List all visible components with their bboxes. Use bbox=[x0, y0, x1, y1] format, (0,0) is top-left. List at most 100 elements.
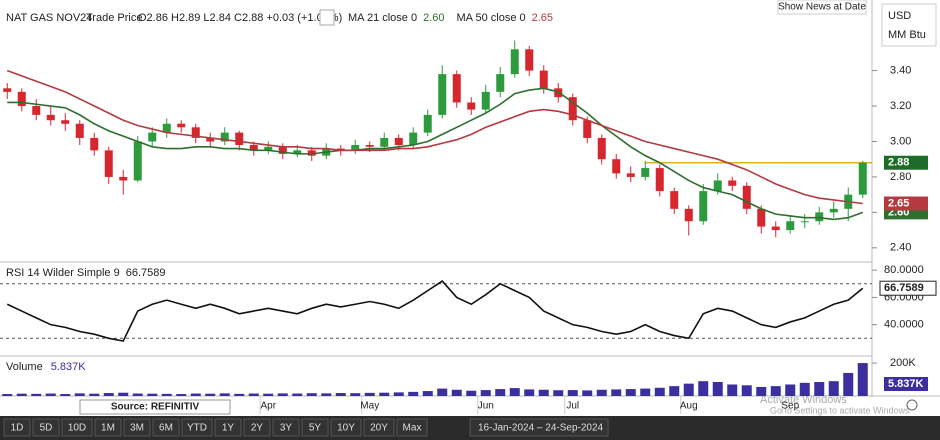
candle-body bbox=[858, 162, 867, 195]
x-tick-label: Apr bbox=[260, 401, 276, 412]
range-button[interactable]: 1M bbox=[94, 418, 122, 437]
candle-body bbox=[90, 137, 99, 151]
range-button[interactable]: 10D bbox=[61, 418, 93, 437]
candle-body bbox=[177, 123, 186, 128]
volume-bar bbox=[828, 381, 839, 396]
volume-bar bbox=[16, 393, 27, 396]
candle-body bbox=[3, 88, 12, 92]
candle-body bbox=[713, 180, 722, 192]
x-tick-label: Jun bbox=[478, 401, 494, 412]
range-button[interactable]: 3Y bbox=[272, 418, 300, 437]
date-range-box[interactable] bbox=[469, 418, 609, 437]
range-button-box bbox=[396, 418, 428, 437]
ohlc: O2.86 H2.89 L2.84 C2.88 +0.03 (+1.05%) bbox=[138, 12, 342, 24]
range-button[interactable]: 5D bbox=[32, 418, 60, 437]
volume-bar bbox=[103, 393, 114, 396]
volume-bar bbox=[712, 382, 723, 396]
volume-bar bbox=[379, 392, 390, 396]
price-badge bbox=[884, 155, 928, 170]
volume-bar bbox=[857, 363, 868, 396]
rsi-badge-label: 66.7589 bbox=[884, 282, 924, 294]
candle-body bbox=[162, 123, 171, 133]
volume-bar bbox=[611, 389, 622, 396]
range-button[interactable]: YTD bbox=[181, 418, 213, 437]
volume-badge bbox=[884, 377, 928, 391]
candle-body bbox=[626, 173, 635, 177]
unit-box[interactable] bbox=[881, 3, 937, 47]
volume-bar bbox=[480, 390, 491, 396]
range-button-box bbox=[330, 418, 362, 437]
range-button-label: YTD bbox=[187, 423, 207, 434]
candle-body bbox=[771, 226, 780, 231]
range-button[interactable]: 5Y bbox=[301, 418, 329, 437]
volume-bar bbox=[408, 391, 419, 396]
volume-bar bbox=[640, 388, 651, 396]
volume-bar bbox=[321, 393, 332, 396]
volume-bar bbox=[727, 384, 738, 396]
x-tick-label: Jul bbox=[566, 401, 579, 412]
rsi-tick-label: 40.0000 bbox=[884, 319, 924, 331]
volume-bar bbox=[843, 372, 854, 396]
range-button-box bbox=[181, 418, 213, 437]
range-button[interactable]: 6M bbox=[152, 418, 180, 437]
range-button[interactable]: 3M bbox=[123, 418, 151, 437]
range-button-box bbox=[301, 418, 329, 437]
volume-bar bbox=[31, 393, 42, 396]
range-button-box bbox=[214, 418, 242, 437]
candle-body bbox=[264, 146, 273, 151]
y-tick-label: 3.40 bbox=[890, 64, 911, 76]
candle-body bbox=[278, 146, 287, 154]
range-button[interactable]: Max bbox=[396, 418, 428, 437]
range-button-label: 6M bbox=[159, 423, 173, 434]
legend-name: MA 21 close 0 bbox=[348, 12, 417, 24]
range-button-box bbox=[123, 418, 151, 437]
volume-bar bbox=[89, 393, 100, 396]
volume-bar bbox=[393, 392, 404, 396]
range-button-label: 1Y bbox=[222, 423, 235, 434]
candle-body bbox=[815, 212, 824, 222]
range-button-box bbox=[152, 418, 180, 437]
volume-bar bbox=[437, 388, 448, 396]
candle-body bbox=[786, 221, 795, 231]
volume-bar bbox=[205, 393, 216, 396]
y-tick-label: 2.80 bbox=[890, 171, 911, 183]
candle-body bbox=[394, 137, 403, 146]
ma-line bbox=[7, 87, 864, 221]
candle-body bbox=[597, 137, 606, 160]
volume-bar bbox=[45, 393, 56, 396]
candle-body bbox=[452, 74, 461, 103]
unit: MM Btu bbox=[888, 29, 926, 41]
news-button[interactable] bbox=[777, 0, 867, 15]
settings-icon[interactable] bbox=[906, 399, 918, 411]
range-button[interactable]: 1Y bbox=[214, 418, 242, 437]
volume-bar bbox=[118, 392, 129, 396]
candle-body bbox=[293, 150, 302, 154]
range-button[interactable]: 1D bbox=[3, 418, 31, 437]
volume-bar bbox=[814, 382, 825, 396]
volume-bar bbox=[654, 387, 665, 396]
price-badge-label: 2.88 bbox=[888, 157, 909, 169]
candle-body bbox=[438, 74, 447, 115]
source: Source: REFINITIV bbox=[111, 402, 200, 413]
range-button-label: 3Y bbox=[280, 423, 293, 434]
rsi-value: 66.7589 bbox=[126, 267, 166, 279]
range-button-box bbox=[363, 418, 395, 437]
volume-bar bbox=[132, 393, 143, 396]
volume-bar bbox=[364, 392, 375, 396]
range-button[interactable]: 10Y bbox=[330, 418, 362, 437]
ma-badge-label: 2.65 bbox=[888, 197, 909, 209]
volume-bar bbox=[741, 385, 752, 396]
candle-body bbox=[17, 91, 26, 107]
volume-badge-label: 5.837K bbox=[888, 378, 924, 390]
candle-body bbox=[249, 145, 258, 151]
candle-body bbox=[380, 137, 389, 147]
volume-bar bbox=[466, 390, 477, 396]
range-button[interactable]: 20Y bbox=[363, 418, 395, 437]
range-button[interactable]: 2Y bbox=[243, 418, 271, 437]
volume-bar bbox=[422, 391, 433, 396]
toggle-box[interactable] bbox=[319, 9, 335, 26]
candle-body bbox=[235, 132, 244, 146]
volume-bar bbox=[161, 393, 172, 396]
